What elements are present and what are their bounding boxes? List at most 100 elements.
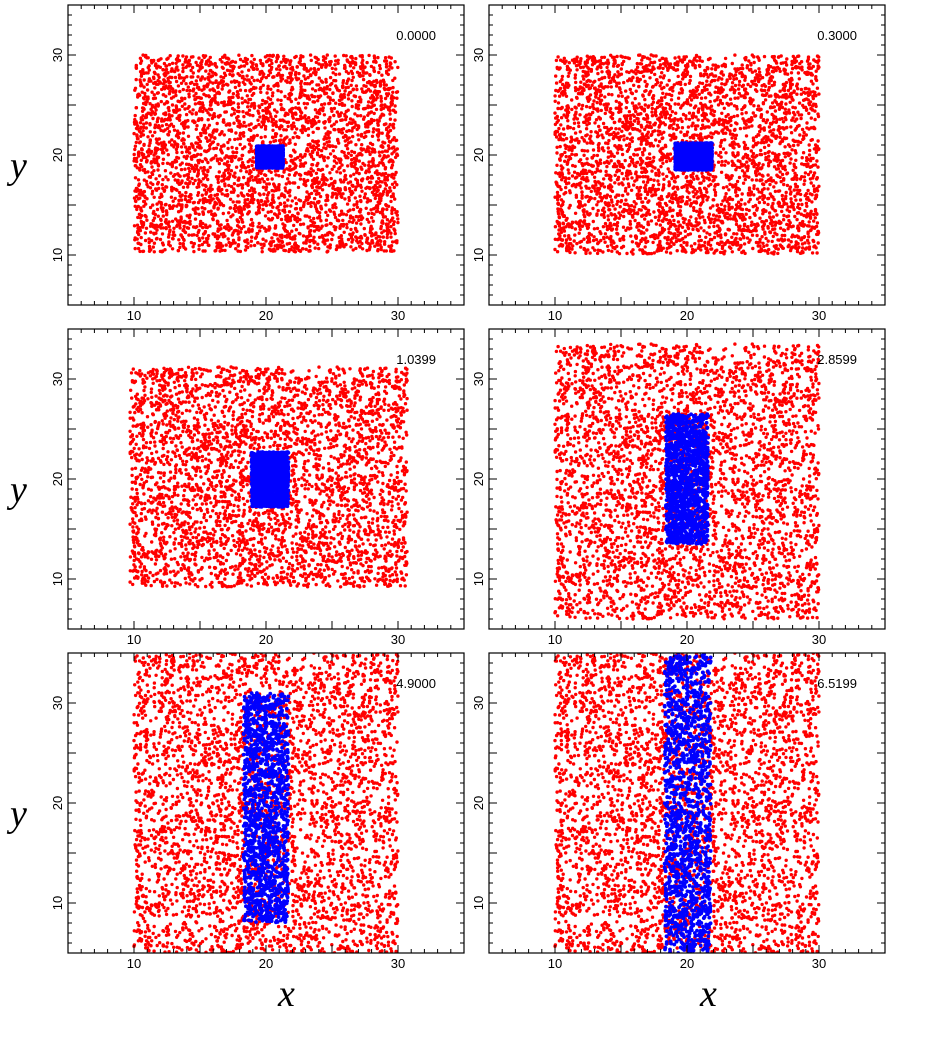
red-point bbox=[264, 60, 269, 64]
red-point bbox=[193, 211, 198, 215]
red-point bbox=[367, 220, 371, 224]
red-point bbox=[138, 126, 143, 130]
red-point bbox=[205, 239, 209, 243]
red-point bbox=[235, 146, 239, 151]
red-point bbox=[206, 177, 210, 182]
red-point bbox=[391, 78, 395, 83]
red-point bbox=[349, 227, 353, 232]
red-point bbox=[213, 212, 217, 216]
red-point bbox=[330, 144, 334, 148]
red-point bbox=[198, 67, 202, 71]
red-point bbox=[310, 223, 314, 228]
red-point bbox=[261, 122, 266, 127]
red-point bbox=[226, 83, 230, 87]
blue-point bbox=[274, 157, 279, 162]
red-point bbox=[302, 203, 306, 207]
red-point bbox=[231, 154, 235, 159]
red-point bbox=[170, 67, 174, 71]
red-point bbox=[364, 125, 368, 129]
red-point bbox=[152, 231, 156, 235]
red-point bbox=[137, 183, 141, 188]
red-point bbox=[289, 59, 293, 63]
red-point bbox=[235, 206, 240, 210]
red-point bbox=[378, 235, 382, 239]
red-point bbox=[353, 196, 357, 200]
red-point bbox=[142, 85, 146, 89]
red-point bbox=[309, 200, 313, 205]
red-point bbox=[320, 153, 324, 158]
red-point bbox=[293, 142, 297, 146]
red-point bbox=[370, 134, 375, 138]
red-point bbox=[279, 60, 283, 64]
red-point bbox=[170, 236, 175, 241]
red-point bbox=[283, 94, 287, 99]
red-point bbox=[389, 218, 394, 222]
red-point bbox=[346, 209, 350, 213]
red-point bbox=[337, 102, 342, 107]
red-point bbox=[350, 220, 355, 224]
red-point bbox=[170, 143, 174, 147]
red-point bbox=[322, 102, 327, 106]
red-point bbox=[350, 99, 354, 103]
red-point bbox=[282, 128, 286, 132]
red-point bbox=[204, 94, 208, 98]
red-point bbox=[201, 177, 205, 181]
red-point bbox=[206, 126, 210, 130]
red-point bbox=[308, 152, 312, 156]
red-point bbox=[260, 102, 264, 107]
red-point bbox=[322, 142, 327, 146]
red-point bbox=[248, 158, 252, 162]
red-point bbox=[220, 158, 224, 162]
red-point bbox=[168, 206, 172, 211]
red-point bbox=[344, 69, 349, 74]
red-point bbox=[238, 142, 242, 147]
red-point bbox=[169, 171, 173, 175]
red-point bbox=[272, 212, 277, 216]
red-point bbox=[164, 226, 168, 231]
red-point bbox=[382, 83, 386, 87]
red-point bbox=[348, 64, 353, 68]
red-point bbox=[201, 212, 206, 216]
red-point bbox=[258, 193, 262, 197]
red-point bbox=[133, 176, 138, 180]
red-point bbox=[360, 247, 365, 251]
red-point bbox=[202, 126, 206, 130]
red-point bbox=[167, 204, 172, 208]
red-point bbox=[140, 165, 144, 169]
red-point bbox=[394, 211, 398, 215]
red-point bbox=[164, 64, 168, 68]
red-point bbox=[159, 218, 163, 222]
red-point bbox=[377, 70, 381, 75]
red-point bbox=[367, 79, 371, 84]
red-point bbox=[146, 71, 150, 75]
red-point bbox=[196, 158, 200, 163]
red-point bbox=[176, 156, 181, 160]
red-point bbox=[355, 154, 359, 158]
red-point bbox=[187, 147, 192, 151]
red-point bbox=[192, 169, 197, 173]
red-point bbox=[320, 177, 324, 182]
red-point bbox=[280, 107, 284, 112]
red-point bbox=[203, 77, 207, 81]
red-point bbox=[178, 220, 182, 224]
red-point bbox=[384, 92, 389, 96]
red-point bbox=[351, 183, 355, 188]
red-point bbox=[244, 166, 248, 170]
red-point bbox=[275, 244, 279, 248]
red-point bbox=[216, 157, 220, 162]
red-point bbox=[366, 241, 370, 245]
red-point bbox=[252, 106, 257, 110]
red-point bbox=[198, 222, 202, 226]
red-point bbox=[366, 175, 370, 180]
red-point bbox=[178, 245, 182, 250]
red-point bbox=[343, 112, 347, 117]
red-point bbox=[312, 235, 316, 239]
red-point bbox=[303, 114, 307, 118]
red-point bbox=[265, 54, 269, 58]
red-point bbox=[229, 169, 234, 173]
red-point bbox=[180, 104, 184, 109]
red-point bbox=[152, 93, 156, 97]
red-point bbox=[234, 247, 238, 251]
red-point bbox=[306, 75, 310, 80]
red-point bbox=[336, 188, 340, 193]
